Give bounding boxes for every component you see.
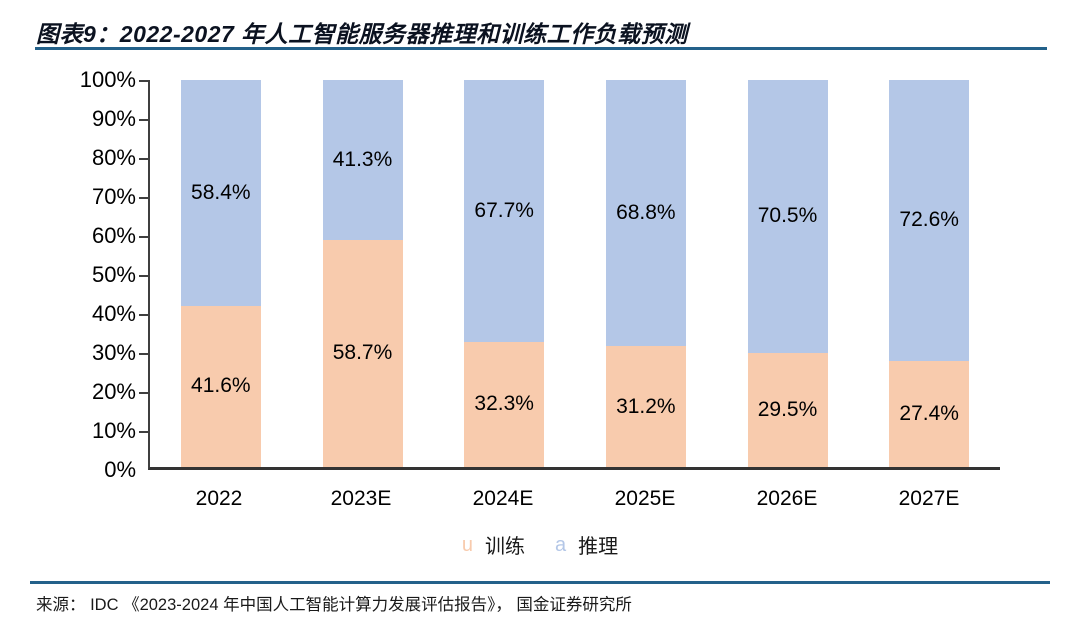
y-axis-tick xyxy=(139,236,148,238)
stacked-bar-2026E: 70.5% 29.5% xyxy=(747,80,828,467)
bar-value-label: 58.7% xyxy=(332,341,393,365)
bar-slot-2026E: 70.5% 29.5% xyxy=(717,80,859,467)
plot-area: 58.4% 41.6% 41.3% 58.7% 67.7% 32.3% 68.8% 31.2%… xyxy=(148,80,1000,470)
chart-legend: u 训练 a 推理 xyxy=(0,530,1080,559)
bar-segment-training: 27.4% xyxy=(889,360,970,467)
bar-value-label: 72.6% xyxy=(899,208,959,232)
y-axis-tick xyxy=(139,431,148,433)
legend-item-training: u 训练 xyxy=(462,530,525,559)
y-tick-label: 50% xyxy=(91,262,136,287)
bar-value-label: 29.5% xyxy=(757,397,818,421)
bar-value-label: 32.3% xyxy=(474,392,534,416)
source-note: 来源： IDC 《2023-2024 年中国人工智能计算力发展评估报告》， 国金… xyxy=(36,596,632,614)
legend-marker-icon: a xyxy=(555,533,567,556)
bar-segment-training: 32.3% xyxy=(464,341,545,467)
x-label-2026E: 2026E xyxy=(756,487,818,510)
bar-segment-inference: 72.6% xyxy=(889,80,970,361)
bar-slot-2024E: 67.7% 32.3% xyxy=(433,80,575,467)
bar-value-label: 27.4% xyxy=(899,401,959,425)
y-axis: 100% 90% 80% 70% 60% 50% 40% 30% 20% 10% 0% xyxy=(40,68,136,482)
y-tick-label: 40% xyxy=(91,301,136,326)
y-tick-label: 90% xyxy=(91,106,136,131)
stacked-bar-2023E: 41.3% 58.7% xyxy=(322,80,403,467)
y-tick-label: 10% xyxy=(91,418,136,443)
y-axis-tick xyxy=(139,314,148,316)
bar-segment-training: 29.5% xyxy=(747,352,828,467)
y-axis-tick xyxy=(139,392,148,394)
y-axis-tick xyxy=(139,119,148,121)
stacked-bar-2027E: 72.6% 27.4% xyxy=(889,80,970,467)
stacked-bar-2024E: 67.7% 32.3% xyxy=(464,80,545,467)
bar-segment-inference: 58.4% xyxy=(180,80,261,306)
figure-title: 图表9：2022-2027 年人工智能服务器推理和训练工作负载预测 xyxy=(36,21,688,47)
y-axis-tick xyxy=(139,275,148,277)
stacked-bar-2022: 58.4% 41.6% xyxy=(180,80,261,467)
x-label-2024E: 2024E xyxy=(472,487,534,510)
legend-label: 训练 xyxy=(485,536,525,558)
bar-segment-inference: 70.5% xyxy=(747,80,828,353)
bar-slot-2022: 58.4% 41.6% xyxy=(150,80,292,467)
y-axis-tick xyxy=(139,80,148,82)
y-tick-label: 60% xyxy=(91,223,136,248)
y-axis-tick xyxy=(139,197,148,199)
x-axis-labels: 2022 2023E 2024E 2025E 2026E 2027E xyxy=(148,487,1000,511)
y-axis-tick xyxy=(139,158,148,160)
legend-label: 推理 xyxy=(578,536,619,558)
bar-slot-2027E: 72.6% 27.4% xyxy=(858,80,1000,467)
bar-segment-training: 58.7% xyxy=(322,239,403,467)
bar-value-label: 58.4% xyxy=(191,181,251,204)
x-label-2027E: 2027E xyxy=(898,487,960,510)
x-label-2023E: 2023E xyxy=(330,487,392,510)
bar-segment-training: 31.2% xyxy=(605,346,686,467)
bar-value-label: 41.6% xyxy=(191,374,251,398)
bar-value-label: 31.2% xyxy=(616,394,676,418)
y-tick-label: 0% xyxy=(104,457,136,482)
bar-value-label: 67.7% xyxy=(474,198,534,222)
x-label-2025E: 2025E xyxy=(614,487,676,510)
y-tick-label: 20% xyxy=(91,379,136,404)
x-label-2022: 2022 xyxy=(195,487,243,510)
bar-slot-2023E: 41.3% 58.7% xyxy=(292,80,434,467)
stacked-bar-2025E: 68.8% 31.2% xyxy=(605,80,686,467)
bar-segment-inference: 67.7% xyxy=(464,80,545,342)
bar-value-label: 70.5% xyxy=(757,204,818,228)
y-tick-label: 70% xyxy=(91,184,136,209)
footer-divider xyxy=(30,581,1050,584)
legend-item-inference: a 推理 xyxy=(555,530,618,559)
y-axis-tick xyxy=(139,353,148,355)
bar-slot-2025E: 68.8% 31.2% xyxy=(575,80,717,467)
y-tick-label: 30% xyxy=(91,340,136,365)
legend-marker-icon: u xyxy=(461,533,473,556)
bar-segment-inference: 41.3% xyxy=(322,80,403,240)
y-tick-label: 80% xyxy=(91,145,136,170)
bar-segment-inference: 68.8% xyxy=(605,80,686,347)
title-underline xyxy=(35,47,1047,50)
y-tick-label: 100% xyxy=(79,67,136,92)
bar-value-label: 41.3% xyxy=(332,147,393,171)
bar-segment-training: 41.6% xyxy=(180,306,261,467)
bar-value-label: 68.8% xyxy=(616,201,676,225)
